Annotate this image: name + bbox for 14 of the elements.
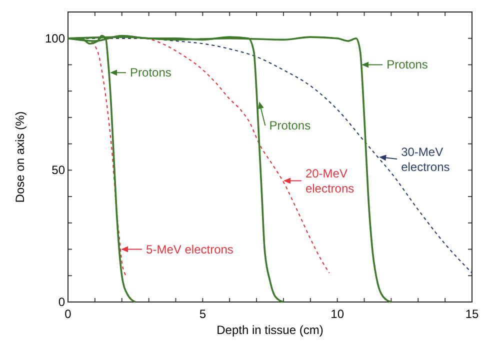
y-axis-title: Dose on axis (%) [13, 111, 27, 203]
annotation: 20-MeV electrons [305, 166, 354, 196]
y-tick-label: 50 [52, 163, 66, 178]
y-tick-label: 0 [58, 295, 66, 309]
x-tick-label: 5 [199, 307, 206, 321]
annotation: 30-MeV electrons [401, 145, 450, 174]
x-tick-label: 10 [330, 307, 344, 321]
annotation: Protons [386, 58, 428, 72]
x-axis-title: Depth in tissue (cm) [216, 323, 324, 337]
annotation: Protons [269, 118, 311, 133]
y-tick-label: 100 [44, 31, 66, 46]
annotation: 5-MeV electrons [146, 242, 234, 256]
x-tick-label: 15 [465, 307, 479, 321]
annotation: Protons [130, 66, 172, 80]
